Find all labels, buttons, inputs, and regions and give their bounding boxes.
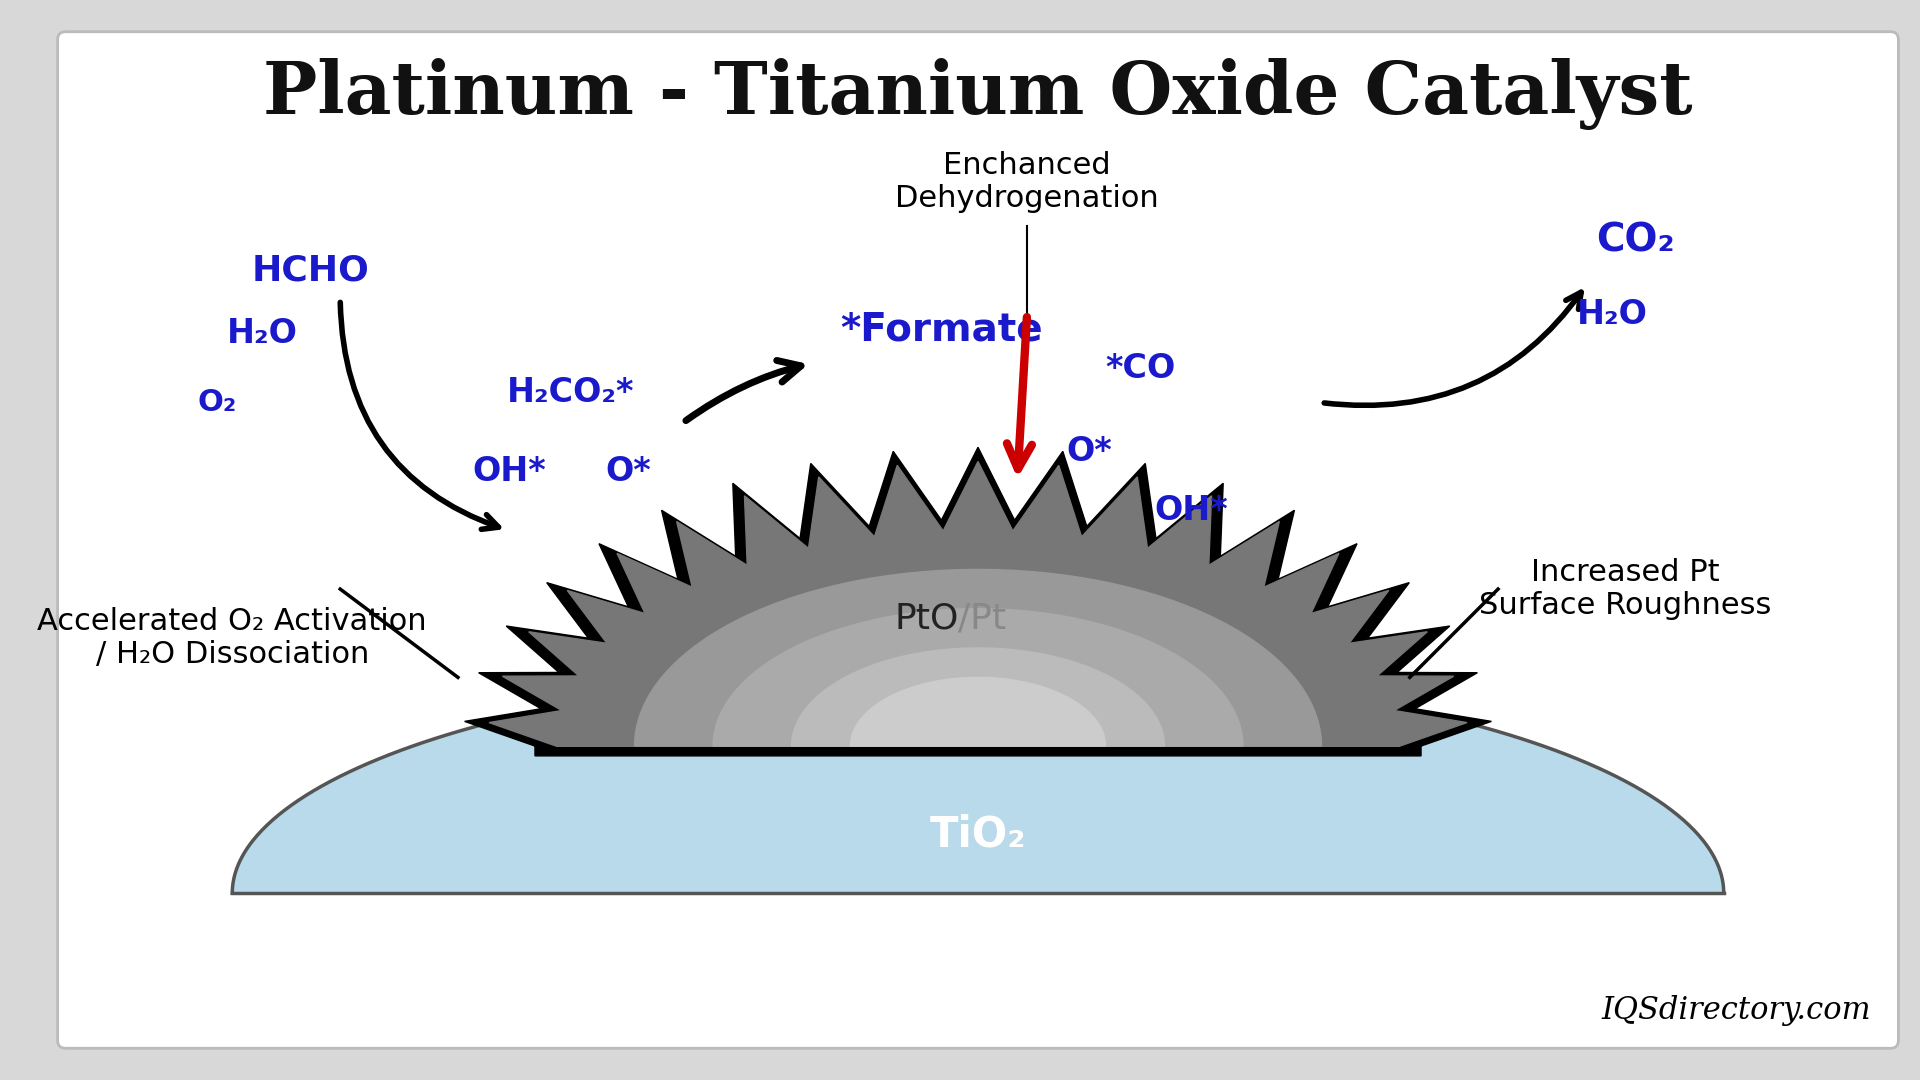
FancyArrowPatch shape bbox=[1325, 293, 1582, 405]
Polygon shape bbox=[636, 569, 1321, 746]
Polygon shape bbox=[712, 609, 1242, 746]
Text: HCHO: HCHO bbox=[252, 253, 371, 287]
Polygon shape bbox=[851, 677, 1106, 746]
Text: *Formate: *Formate bbox=[841, 310, 1043, 348]
Text: H₂O: H₂O bbox=[1576, 298, 1647, 330]
Text: O₂: O₂ bbox=[198, 388, 238, 417]
Text: Platinum - Titanium Oxide Catalyst: Platinum - Titanium Oxide Catalyst bbox=[263, 57, 1693, 130]
Polygon shape bbox=[490, 461, 1467, 746]
FancyArrowPatch shape bbox=[340, 302, 499, 529]
Polygon shape bbox=[791, 648, 1164, 746]
Text: *CO: *CO bbox=[1106, 352, 1175, 384]
Text: Enchanced
Dehydrogenation: Enchanced Dehydrogenation bbox=[895, 150, 1160, 213]
Text: OH*: OH* bbox=[472, 455, 547, 488]
FancyArrowPatch shape bbox=[685, 361, 801, 420]
FancyArrowPatch shape bbox=[1006, 318, 1031, 469]
Text: CO₂: CO₂ bbox=[1596, 221, 1674, 259]
Text: OH*: OH* bbox=[1154, 494, 1229, 527]
Polygon shape bbox=[232, 667, 1724, 893]
Text: IQSdirectory.com: IQSdirectory.com bbox=[1601, 996, 1870, 1026]
Text: /Pt: /Pt bbox=[958, 602, 1006, 635]
Text: TiO₂: TiO₂ bbox=[929, 813, 1027, 855]
Text: H₂CO₂*: H₂CO₂* bbox=[507, 376, 634, 409]
FancyBboxPatch shape bbox=[58, 31, 1899, 1049]
Text: O*: O* bbox=[1066, 435, 1112, 469]
Text: Increased Pt
Surface Roughness: Increased Pt Surface Roughness bbox=[1480, 557, 1772, 620]
Text: PtO: PtO bbox=[895, 602, 958, 635]
Text: O*: O* bbox=[605, 455, 651, 488]
Text: H₂O: H₂O bbox=[227, 318, 298, 350]
Polygon shape bbox=[465, 447, 1492, 756]
Text: Accelerated O₂ Activation
/ H₂O Dissociation: Accelerated O₂ Activation / H₂O Dissocia… bbox=[38, 607, 426, 670]
